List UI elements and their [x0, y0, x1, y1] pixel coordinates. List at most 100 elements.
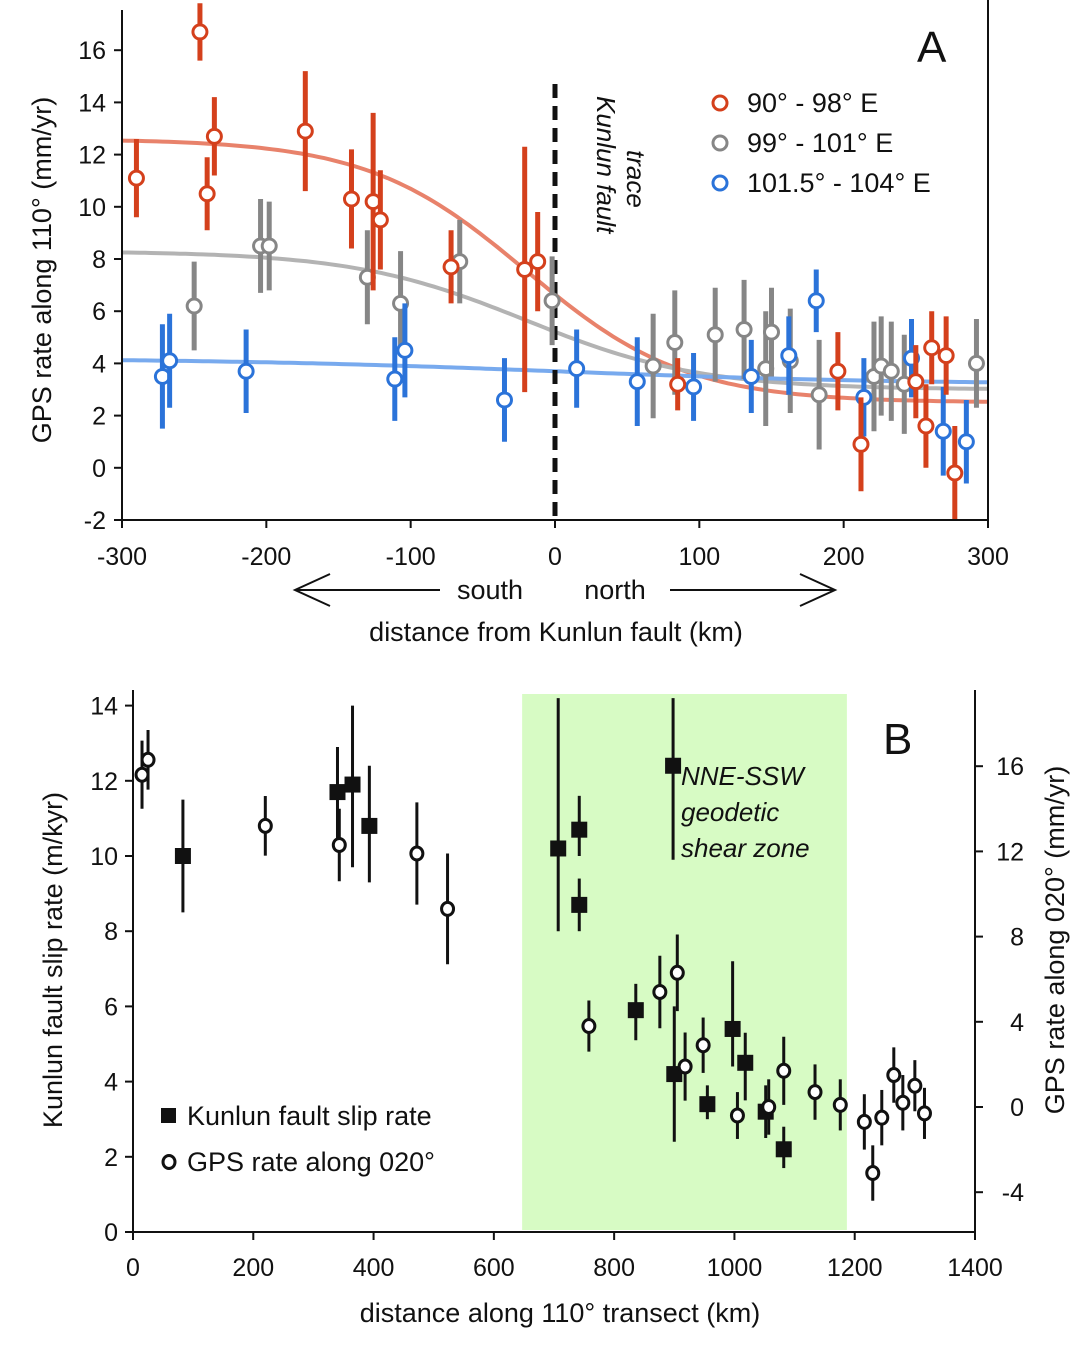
legend-label-part: - 101 — [788, 128, 857, 158]
slip-rate-marker — [775, 1141, 792, 1158]
slip-rate-marker — [665, 757, 682, 774]
panel-b-y-tick-label: 0 — [104, 1219, 118, 1247]
data-point — [386, 370, 404, 388]
legend-degree-sign: ° — [815, 168, 826, 198]
data-point — [957, 433, 975, 451]
panel-b-x-axis-title: distance along 110° transect (km) — [360, 1298, 761, 1328]
data-point — [706, 326, 724, 344]
gps-marker — [581, 1018, 597, 1035]
panel-b-y2-tick-label: 12 — [996, 838, 1024, 866]
panel-a-x-tick-label: 300 — [967, 543, 1009, 571]
legend-degree-sign: ° — [857, 128, 868, 158]
data-point — [543, 292, 561, 310]
slip-rate-marker — [627, 1002, 644, 1019]
data-point — [669, 375, 687, 393]
gps-marker — [409, 845, 425, 862]
data-point — [396, 341, 414, 359]
panel-b-y-tick-label: 8 — [104, 918, 118, 946]
panel-a-y-tick-label: -2 — [84, 507, 106, 535]
slip-rate-marker — [344, 776, 361, 793]
data-point — [685, 378, 703, 396]
legend-label-part: 101.5 — [747, 168, 815, 198]
gps-marker — [677, 1058, 693, 1075]
shear-zone-label-line: shear zone — [681, 833, 810, 863]
gps-marker — [865, 1165, 881, 1182]
legend-label: GPS rate along 020° — [187, 1147, 435, 1177]
panel-a-y-tick-label: 16 — [78, 37, 106, 65]
panel-b-y-tick-label: 2 — [104, 1144, 118, 1172]
gps-marker — [916, 1105, 932, 1122]
data-point — [198, 185, 216, 203]
panel-b-y2-tick-label: -4 — [1002, 1179, 1024, 1207]
panel-b-x-tick-label: 1200 — [827, 1254, 883, 1282]
gps-marker — [669, 964, 685, 981]
panel-a-label: A — [917, 23, 947, 72]
data-point — [852, 435, 870, 453]
panel-a-y-tick-label: 12 — [78, 142, 106, 170]
panel-a-y-tick-label: 0 — [92, 455, 106, 483]
legend-label: 90° - 98° E — [747, 88, 878, 118]
data-point — [296, 122, 314, 140]
panel-a-y-tick-label: 14 — [78, 89, 106, 117]
direction-south-label: south — [457, 575, 523, 605]
panel-a-x-axis-title: distance from Kunlun fault (km) — [369, 617, 743, 647]
gps-marker — [886, 1067, 902, 1084]
gps-marker — [440, 900, 456, 917]
data-point — [763, 323, 780, 341]
gps-marker — [832, 1096, 848, 1113]
fault-annotation-line2: trace — [621, 150, 651, 208]
slip-rate-marker — [737, 1054, 754, 1071]
panel-a-y-tick-label: 8 — [92, 246, 106, 274]
slip-rate-marker — [571, 896, 588, 913]
data-point — [882, 362, 900, 380]
panel-b-x-tick-label: 1000 — [707, 1254, 763, 1282]
data-point — [666, 334, 684, 352]
shear-zone-label-line: NNE-SSW — [681, 761, 806, 791]
panel-b-x-tick-label: 400 — [353, 1254, 395, 1282]
gps-marker — [761, 1099, 777, 1115]
legend-label-part: - 104 — [825, 168, 894, 198]
panel-b-y2-tick-label: 4 — [1010, 1009, 1024, 1037]
panel-a-y-tick-label: 4 — [92, 350, 106, 378]
data-point — [191, 23, 209, 41]
south-arrow — [292, 573, 440, 607]
legend-degree-sign: ° — [842, 88, 853, 118]
legend-marker — [711, 134, 729, 152]
data-point — [780, 347, 798, 365]
legend-label-part: GPS rate along 020 — [187, 1147, 424, 1177]
panel-b-legend: Kunlun fault slip rate GPS rate along 020… — [161, 1101, 435, 1177]
panel-a-x-tick-label: 0 — [548, 543, 562, 571]
legend-label-part: 90 — [747, 88, 777, 118]
panel-a-data-points — [127, 3, 985, 520]
panel-a-x-tick-label: -200 — [241, 543, 291, 571]
legend-label-part: - 98 — [788, 88, 842, 118]
panel-b-y2-tick-label: 8 — [1010, 924, 1024, 952]
panel-a-x-tick-label: 200 — [823, 543, 865, 571]
data-point — [735, 320, 753, 338]
legend-circle-marker — [161, 1154, 177, 1170]
legend-degree-sign: ° — [424, 1147, 435, 1177]
data-point — [185, 297, 203, 315]
slip-rate-marker — [174, 848, 191, 864]
panel-b-x-tick-label: 600 — [473, 1254, 515, 1282]
legend-marker — [711, 94, 729, 112]
geodetic-shear-zone-shading — [522, 694, 847, 1230]
gps-marker — [895, 1094, 911, 1111]
north-arrow — [670, 573, 838, 607]
data-point — [127, 169, 145, 187]
slip-rate-marker — [571, 821, 588, 838]
data-point — [161, 352, 179, 370]
panel-b-y-tick-label: 14 — [90, 693, 118, 721]
panel-a-x-tick-label: -100 — [386, 543, 436, 571]
panel-b-y-tick-label: 12 — [90, 768, 118, 796]
legend-degree-sign: ° — [894, 168, 905, 198]
panel-a-x-tick-label: 100 — [678, 543, 720, 571]
gps-marker — [134, 766, 150, 783]
panel-a-y-axis-title: GPS rate along 110° (mm/yr) — [27, 97, 57, 443]
panel-b-y-tick-label: 6 — [104, 993, 118, 1021]
gps-marker — [907, 1077, 923, 1094]
panel-b-label: B — [883, 715, 912, 764]
shear-zone-label-line: geodetic — [681, 797, 779, 827]
